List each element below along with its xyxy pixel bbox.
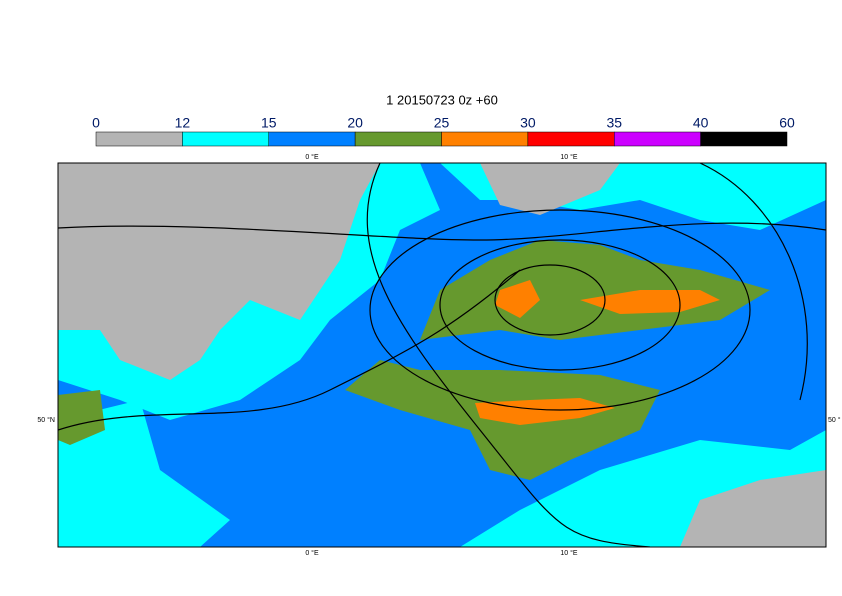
field-orange <box>495 280 540 318</box>
field-orange <box>580 290 720 314</box>
lat-label: 50 °N <box>37 416 55 424</box>
colorbar-box <box>95 131 183 147</box>
colorbar-box <box>354 131 442 147</box>
land-grey <box>680 470 826 547</box>
colorbar-label: 20 <box>347 115 363 131</box>
map-frame <box>57 162 827 548</box>
land-grey <box>58 163 380 380</box>
field-green <box>58 390 105 445</box>
colorbar: 0 12 15 20 25 30 35 40 60 <box>92 115 795 147</box>
field-green <box>420 240 770 340</box>
map <box>58 163 826 547</box>
colorbar-label: 0 <box>92 115 100 131</box>
colorbar-box <box>182 131 269 147</box>
colorbar-label: 30 <box>520 115 536 131</box>
colorbar-label: 25 <box>434 115 450 131</box>
colorbar-label: 12 <box>175 115 191 131</box>
field-blue <box>220 440 290 525</box>
colorbar-box <box>441 131 529 147</box>
colorbar-box <box>614 131 701 147</box>
lat-label: 50 ° <box>828 416 841 424</box>
isobars <box>58 163 826 547</box>
lon-label: 0 °E <box>305 153 319 161</box>
colorbar-box <box>268 131 356 147</box>
colorbar-label: 60 <box>779 115 795 131</box>
colorbar-box <box>700 131 788 147</box>
land-grey <box>480 163 620 215</box>
colorbar-label: 15 <box>261 115 277 131</box>
title: 1 20150723 0z +60 <box>386 92 498 107</box>
lon-label: 10 °E <box>560 153 578 161</box>
lon-label: 0 °E <box>305 549 319 557</box>
colorbar-box <box>527 131 615 147</box>
colorbar-label: 40 <box>693 115 709 131</box>
field-cyan <box>58 400 230 547</box>
colorbar-label: 35 <box>606 115 622 131</box>
field-orange <box>475 398 615 425</box>
lon-label: 10 °E <box>560 549 578 557</box>
